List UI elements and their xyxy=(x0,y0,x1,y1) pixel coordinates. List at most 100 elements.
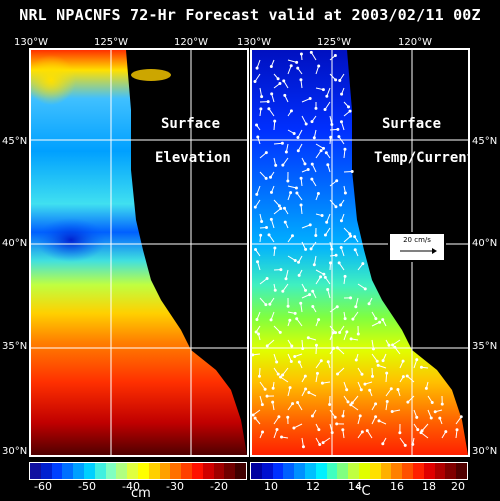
elevation-map xyxy=(31,50,247,455)
elev-tick-1: -60 xyxy=(34,480,52,493)
elevation-swatch-7 xyxy=(95,463,106,479)
current-arrowhead-203 xyxy=(308,391,310,393)
current-arrowhead-12 xyxy=(335,79,337,81)
current-arrowhead-249 xyxy=(361,431,363,433)
current-arrowhead-223 xyxy=(391,410,393,412)
current-arrowhead-157 xyxy=(346,331,348,333)
lon-label-left-120: 120°W xyxy=(174,37,208,48)
current-arrowhead-15 xyxy=(279,83,281,85)
current-arrowhead-71 xyxy=(278,205,280,207)
current-arrowhead-32 xyxy=(311,121,313,123)
temperature-swatch-5 xyxy=(294,463,305,479)
current-arrowhead-237 xyxy=(399,432,401,434)
elevation-swatch-11 xyxy=(138,463,149,479)
lat-label-left-30: 30°N xyxy=(2,446,27,457)
current-arrowhead-118 xyxy=(305,289,307,291)
current-arrowhead-231 xyxy=(318,429,320,431)
current-arrowhead-174 xyxy=(277,373,279,375)
temperature-swatch-20 xyxy=(456,463,467,479)
current-arrowhead-80 xyxy=(300,204,302,206)
temperature-unit: °C xyxy=(355,484,371,499)
current-arrowhead-171 xyxy=(382,360,384,362)
current-arrowhead-36 xyxy=(274,120,276,122)
current-arrowhead-228 xyxy=(278,416,280,418)
current-arrowhead-67 xyxy=(311,178,313,180)
current-arrowhead-64 xyxy=(270,191,272,193)
current-arrowhead-108 xyxy=(280,269,282,271)
temperature-swatch-3 xyxy=(273,463,284,479)
current-arrowhead-209 xyxy=(397,388,399,390)
lat-label-right-45: 45°N xyxy=(472,136,497,147)
current-arrowhead-182 xyxy=(377,364,379,366)
current-arrowhead-186 xyxy=(264,388,266,390)
current-arrowhead-60 xyxy=(311,163,313,165)
current-arrowhead-193 xyxy=(360,389,362,391)
current-arrowhead-246 xyxy=(319,444,321,446)
current-arrowhead-22 xyxy=(271,93,273,95)
current-arrowhead-25 xyxy=(315,107,317,109)
current-arrowhead-212 xyxy=(441,403,443,405)
current-arrowhead-93 xyxy=(291,235,293,237)
temperature-swatch-2 xyxy=(262,463,273,479)
elevation-label-line2: Elevation xyxy=(155,150,231,166)
current-arrowhead-99 xyxy=(255,249,257,251)
temperature-swatch-12 xyxy=(370,463,381,479)
current-arrowhead-146 xyxy=(335,332,337,334)
current-arrowhead-137 xyxy=(336,306,338,308)
lon-label-right-120: 120°W xyxy=(398,37,432,48)
lat-label-left-45: 45°N xyxy=(2,136,27,147)
current-arrowhead-245 xyxy=(302,446,304,448)
current-arrowhead-125 xyxy=(287,305,289,307)
current-arrowhead-197 xyxy=(406,375,408,377)
current-arrowhead-185 xyxy=(420,366,422,368)
current-arrowhead-50 xyxy=(275,164,277,166)
elevation-swatch-3 xyxy=(52,463,63,479)
elevation-swatch-19 xyxy=(224,463,235,479)
current-arrowhead-1 xyxy=(256,67,258,69)
current-arrowhead-131 xyxy=(368,303,370,305)
current-arrowhead-9 xyxy=(290,65,292,67)
elev-tick-4: -30 xyxy=(166,480,184,493)
current-arrowhead-165 xyxy=(294,355,296,357)
current-arrowhead-110 xyxy=(298,274,300,276)
current-arrowhead-161 xyxy=(392,344,394,346)
current-arrowhead-97 xyxy=(350,235,352,237)
current-arrowhead-177 xyxy=(320,360,322,362)
current-arrowhead-91 xyxy=(260,234,262,236)
current-arrowhead-143 xyxy=(289,319,291,321)
current-arrowhead-135 xyxy=(300,302,302,304)
lon-label-right-125: 125°W xyxy=(317,37,351,48)
current-arrowhead-128 xyxy=(327,289,329,291)
temp-tick-5: 18 xyxy=(422,480,436,493)
current-arrowhead-65 xyxy=(295,187,297,189)
elevation-swatch-6 xyxy=(84,463,95,479)
current-arrowhead-53 xyxy=(320,150,322,152)
current-arrowhead-84 xyxy=(265,226,267,228)
current-arrowhead-250 xyxy=(366,430,368,432)
current-arrowhead-34 xyxy=(349,110,351,112)
current-arrowhead-233 xyxy=(336,423,338,425)
current-arrowhead-58 xyxy=(287,180,289,182)
current-arrowhead-94 xyxy=(305,248,307,250)
current-arrowhead-78 xyxy=(280,207,282,209)
elevation-label-line1: Surface xyxy=(161,116,220,132)
temperature-label-line2: Temp/Current xyxy=(374,150,470,166)
current-arrowhead-141 xyxy=(255,331,257,333)
elevation-swatch-5 xyxy=(73,463,84,479)
current-arrowhead-224 xyxy=(416,416,418,418)
temperature-swatch-13 xyxy=(381,463,392,479)
current-arrowhead-152 xyxy=(266,345,268,347)
current-arrowhead-183 xyxy=(402,360,404,362)
temp-tick-6: 20 xyxy=(451,480,465,493)
current-arrowhead-19 xyxy=(326,95,328,97)
temperature-swatch-11 xyxy=(359,463,370,479)
current-arrowhead-35 xyxy=(256,124,258,126)
current-arrowhead-90 xyxy=(349,233,351,235)
current-arrowhead-47 xyxy=(330,136,332,138)
current-arrowhead-85 xyxy=(270,218,272,220)
current-arrowhead-192 xyxy=(346,389,348,391)
current-arrowhead-190 xyxy=(316,372,318,374)
current-arrowhead-149 xyxy=(379,321,381,323)
current-arrowhead-215 xyxy=(292,403,294,405)
current-arrowhead-27 xyxy=(347,106,349,108)
